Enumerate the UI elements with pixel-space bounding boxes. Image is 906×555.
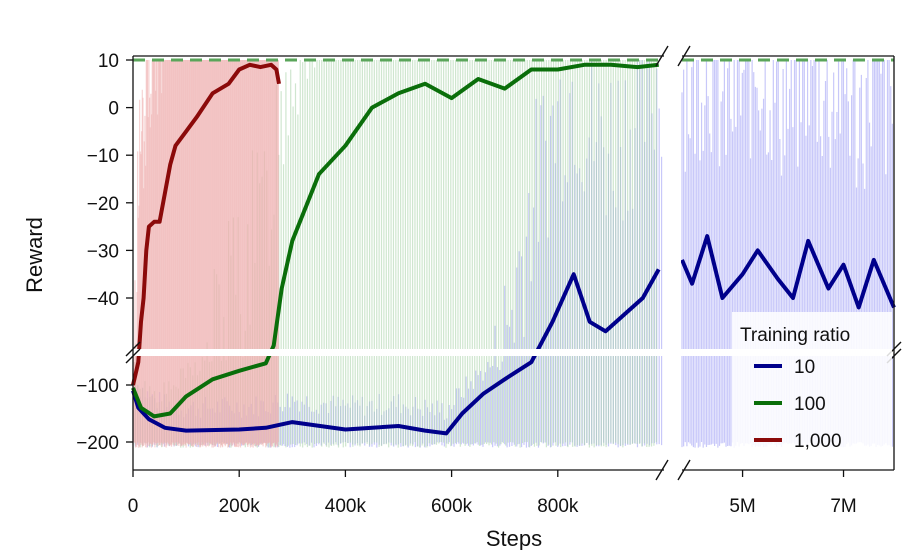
legend-label: 1,000 <box>794 431 842 452</box>
x-tick-label: 0 <box>128 496 139 517</box>
axis-ticks: 0 200k 400k 600k 800k 5M 7M100−10−20−30−40−100… <box>76 51 857 517</box>
y-tick-label: 10 <box>98 51 119 72</box>
x-tick-label: 400k <box>325 496 367 517</box>
legend-label: 100 <box>794 394 826 415</box>
y-break-gap <box>0 349 906 356</box>
y-tick-label: −100 <box>76 376 119 397</box>
x-break-gap <box>665 40 681 480</box>
legend-title: Training ratio <box>740 325 850 346</box>
y-axis-label: Reward <box>22 217 47 293</box>
y-tick-label: 0 <box>108 99 119 120</box>
series-lines <box>0 40 906 480</box>
y-tick-label: −10 <box>87 146 119 167</box>
axis-break-mark <box>677 45 691 67</box>
legend: Training ratio 10 100 1,000 <box>732 312 892 458</box>
x-tick-label: 7M <box>830 496 856 517</box>
series-line-1000 <box>131 62 281 386</box>
x-tick-label: 5M <box>729 496 755 517</box>
series-line-10 <box>680 234 896 310</box>
y-tick-label: −40 <box>87 289 119 310</box>
y-tick-label: −30 <box>87 241 119 262</box>
y-tick-label: −20 <box>87 194 119 215</box>
series-line-100 <box>131 62 659 419</box>
x-tick-label: 600k <box>431 496 473 517</box>
y-tick-label: −200 <box>76 433 119 454</box>
x-tick-label: 800k <box>537 496 579 517</box>
axis-break-mark <box>655 45 669 67</box>
axis-break-mark <box>655 459 669 481</box>
axis-break-mark <box>125 348 141 364</box>
axis-break-mark <box>677 459 691 481</box>
x-axis-label: Steps <box>486 526 542 550</box>
legend-label: 10 <box>794 357 815 378</box>
x-tick-label: 200k <box>219 496 261 517</box>
series-line-10 <box>131 268 661 436</box>
legend-box <box>732 312 892 458</box>
axis-break-mark <box>125 341 141 357</box>
axes-frame <box>125 45 902 481</box>
